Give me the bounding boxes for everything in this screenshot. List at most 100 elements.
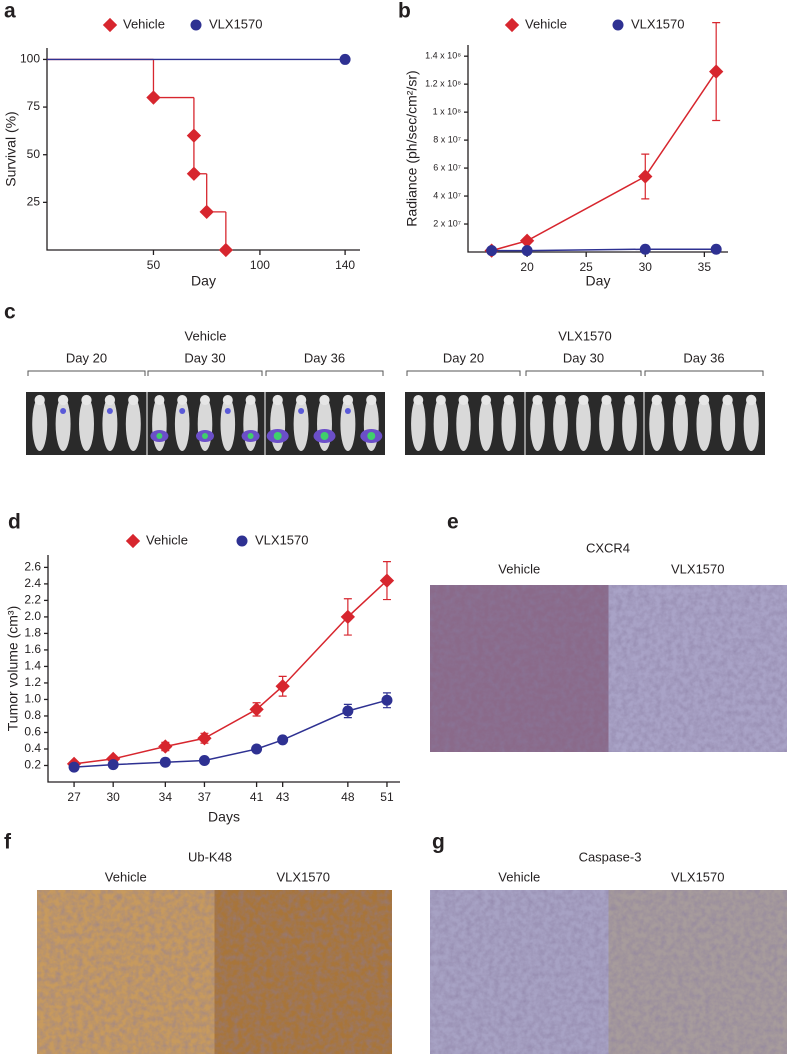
- y-tick-label: 4 x 10⁷: [433, 190, 461, 200]
- data-point: [186, 128, 202, 143]
- legend-marker: [125, 533, 141, 549]
- x-tick-label: 43: [276, 790, 290, 804]
- y-axis-title: Radiance (ph/sec/cm²/sr): [404, 70, 420, 226]
- panel-letter: b: [398, 0, 411, 23]
- mouse-head: [222, 394, 233, 406]
- signal-core: [202, 433, 208, 439]
- data-point: [218, 242, 234, 258]
- x-tick-label: 25: [580, 260, 594, 274]
- x-tick-label: 20: [520, 260, 534, 274]
- histology-photo-texture: [608, 585, 787, 752]
- legend-label: VLX1570: [209, 16, 263, 31]
- mouse-head: [272, 394, 283, 406]
- y-tick-label: 1.4: [24, 659, 41, 673]
- signal-core: [247, 433, 254, 439]
- mouse: [576, 397, 591, 451]
- signal-core: [367, 432, 376, 440]
- histology-photo-texture: [37, 890, 215, 1054]
- mouse-head: [319, 394, 330, 406]
- data-point: [249, 702, 264, 717]
- mouse: [197, 397, 213, 451]
- y-axis-title: Tumor volume (cm³): [5, 606, 21, 732]
- legend-label: Vehicle: [146, 532, 188, 547]
- data-point: [146, 90, 161, 105]
- axis-line: [467, 45, 728, 253]
- x-tick-label: 35: [698, 260, 712, 274]
- mouse-head: [601, 394, 612, 406]
- mouse: [32, 397, 48, 451]
- y-tick-label: 25: [27, 195, 41, 209]
- data-point: [381, 694, 393, 706]
- mouse: [720, 397, 736, 451]
- mouse: [152, 397, 167, 451]
- data-point: [158, 739, 173, 754]
- mouse: [340, 397, 356, 451]
- x-tick-label: 100: [250, 258, 270, 272]
- y-tick-label: 1.2 x 10⁸: [425, 79, 461, 89]
- data-point: [709, 64, 724, 79]
- x-tick-label: 30: [107, 790, 121, 804]
- mouse: [553, 397, 568, 451]
- signal-core: [273, 432, 282, 440]
- mouse-head: [624, 394, 635, 406]
- column-label: Vehicle: [498, 869, 540, 884]
- data-point: [639, 243, 651, 255]
- x-tick-label: 34: [159, 790, 173, 804]
- y-tick-label: 1.6: [24, 642, 41, 656]
- histology-photo-texture: [430, 890, 609, 1054]
- x-axis-title: Days: [208, 809, 240, 825]
- histology-photo-texture: [214, 890, 392, 1054]
- day-label: Day 30: [184, 350, 225, 365]
- signal-core: [320, 432, 329, 440]
- y-tick-label: 1 x 10⁸: [433, 107, 462, 117]
- y-tick-label: 2.4: [24, 576, 41, 590]
- mouse-head: [503, 395, 514, 405]
- bracket: [525, 370, 642, 376]
- signal: [224, 408, 231, 414]
- panel-letter: a: [4, 0, 16, 23]
- stain-title: CXCR4: [586, 540, 630, 555]
- mouse-head: [342, 394, 354, 406]
- day-label: Day 20: [66, 350, 107, 365]
- x-tick-label: 37: [198, 790, 212, 804]
- legend-label: VLX1570: [631, 16, 685, 31]
- mouse: [174, 397, 190, 451]
- group-title: Vehicle: [185, 328, 227, 343]
- mouse-head: [481, 395, 492, 405]
- y-tick-label: 8 x 10⁷: [433, 134, 461, 144]
- stain-title: Ub-K48: [188, 849, 232, 864]
- mouse: [79, 397, 94, 451]
- day-label: Day 20: [443, 350, 484, 365]
- column-label: Vehicle: [498, 561, 540, 576]
- mouse-head: [555, 394, 566, 406]
- mouse-head: [295, 394, 307, 406]
- series-line: [491, 71, 717, 252]
- x-tick-label: 27: [67, 790, 81, 804]
- legend-marker: [190, 19, 202, 31]
- bracket: [406, 370, 521, 376]
- column-label: VLX1570: [277, 869, 331, 884]
- y-tick-label: 2 x 10⁷: [433, 218, 461, 228]
- y-tick-label: 0.8: [24, 708, 41, 722]
- mouse: [243, 397, 258, 451]
- signal: [298, 408, 305, 414]
- mouse-head: [435, 395, 446, 405]
- group-title: VLX1570: [558, 328, 612, 343]
- mouse: [672, 397, 688, 451]
- y-tick-label: 1.8: [24, 626, 41, 640]
- column-label: Vehicle: [105, 869, 147, 884]
- signal: [179, 408, 186, 414]
- mouse-head: [128, 394, 139, 406]
- data-point: [521, 245, 533, 257]
- series-line: [74, 699, 388, 768]
- x-tick-label: 30: [639, 260, 653, 274]
- data-point: [275, 679, 290, 694]
- mouse-head: [81, 394, 92, 406]
- data-point: [340, 609, 356, 625]
- axis-line: [47, 555, 400, 783]
- histology-photo-texture: [430, 585, 609, 752]
- mouse: [125, 397, 141, 451]
- legend-label: Vehicle: [525, 16, 567, 31]
- legend-marker: [236, 535, 248, 547]
- bracket: [147, 370, 263, 376]
